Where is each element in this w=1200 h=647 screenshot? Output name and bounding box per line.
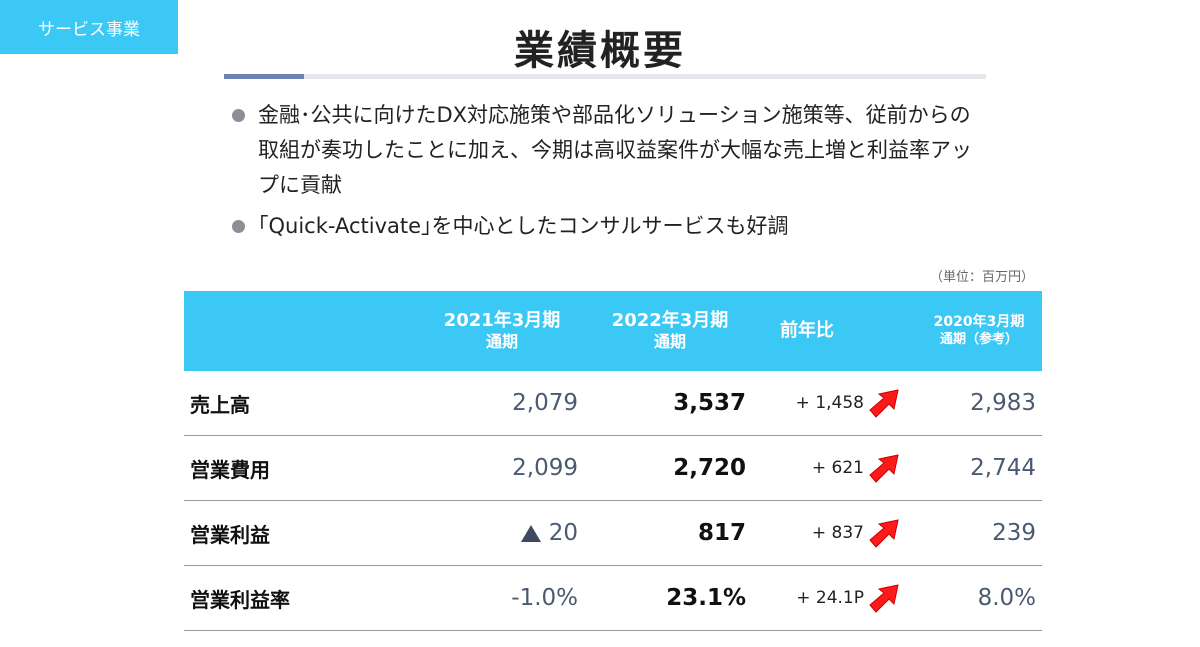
value-fy2020: 2,983 — [970, 390, 1036, 416]
results-table: 2021年3月期 通期 2022年3月期 通期 前年比 2020年3月期 通期（… — [184, 291, 1042, 631]
header-fy2021: 2021年3月期 通期 — [412, 291, 592, 371]
value-fy2021: 2,099 — [512, 455, 578, 481]
value-fy2021-number: 20 — [548, 520, 578, 546]
table-header: 2021年3月期 通期 2022年3月期 通期 前年比 2020年3月期 通期（… — [184, 291, 1042, 371]
value-fy2021: 2,079 — [512, 390, 578, 416]
bullet-dot-icon — [232, 220, 245, 233]
up-right-arrow-icon — [868, 566, 902, 630]
row-label: 営業利益 — [190, 522, 270, 547]
negative-triangle-icon — [520, 524, 541, 542]
table-row: 営業費用 2,099 2,720 + 621 2,744 — [184, 436, 1042, 501]
header-fy2021-line1: 2021年3月期 — [443, 310, 561, 331]
row-label: 営業利益率 — [190, 587, 290, 612]
bullet-text: ｢Quick-Activate｣を中心としたコンサルサービスも好調 — [258, 214, 789, 238]
value-fy2021: 20 — [520, 501, 578, 565]
bullet-item: ｢Quick-Activate｣を中心としたコンサルサービスも好調 — [228, 209, 988, 244]
header-fy2020-line1: 2020年3月期 — [933, 314, 1025, 330]
bullet-item: 金融･公共に向けたDX対応施策や部品化ソリューション施策等、従前からの取組が奏功… — [228, 98, 988, 203]
value-yoy: + 1,458 — [795, 393, 864, 413]
up-right-arrow-icon — [868, 501, 902, 565]
up-right-arrow-icon — [868, 436, 902, 500]
table-row: 売上高 2,079 3,537 + 1,458 2,983 — [184, 371, 1042, 436]
header-fy2022-line1: 2022年3月期 — [611, 310, 729, 331]
value-fy2021: -1.0% — [511, 585, 578, 611]
row-label: 売上高 — [190, 392, 250, 417]
header-fy2020-line2: 通期（参考） — [939, 332, 1018, 347]
section-tag: サービス事業 — [0, 0, 178, 54]
header-fy2021-line2: 通期 — [485, 332, 518, 351]
header-yoy: 前年比 — [752, 291, 862, 371]
value-fy2020: 2,744 — [970, 455, 1036, 481]
header-yoy-label: 前年比 — [780, 320, 834, 341]
page-title: 業績概要 — [514, 28, 686, 74]
header-fy2020-ref: 2020年3月期 通期（参考） — [914, 291, 1044, 371]
value-fy2022: 3,537 — [673, 390, 746, 416]
value-yoy: + 621 — [811, 458, 864, 478]
title-underline — [224, 74, 986, 79]
title-underline-accent — [224, 74, 304, 79]
table-row: 営業利益率 -1.0% 23.1% + 24.1P 8.0% — [184, 566, 1042, 631]
value-fy2020: 8.0% — [977, 585, 1036, 611]
value-fy2022: 23.1% — [666, 585, 746, 611]
unit-note: （単位：百万円） — [929, 270, 1034, 285]
value-yoy: + 837 — [811, 523, 864, 543]
header-fy2022: 2022年3月期 通期 — [580, 291, 760, 371]
value-fy2020: 239 — [992, 520, 1036, 546]
bullet-list: 金融･公共に向けたDX対応施策や部品化ソリューション施策等、従前からの取組が奏功… — [228, 98, 988, 250]
table-row: 営業利益 20 817 + 837 239 — [184, 501, 1042, 566]
up-right-arrow-icon — [868, 371, 902, 435]
value-yoy: + 24.1P — [796, 588, 864, 608]
value-fy2022: 2,720 — [673, 455, 746, 481]
bullet-text: 金融･公共に向けたDX対応施策や部品化ソリューション施策等、従前からの取組が奏功… — [258, 103, 972, 197]
header-fy2022-line2: 通期 — [653, 332, 686, 351]
value-fy2022: 817 — [697, 520, 746, 546]
row-label: 営業費用 — [190, 457, 270, 482]
bullet-dot-icon — [232, 109, 245, 122]
